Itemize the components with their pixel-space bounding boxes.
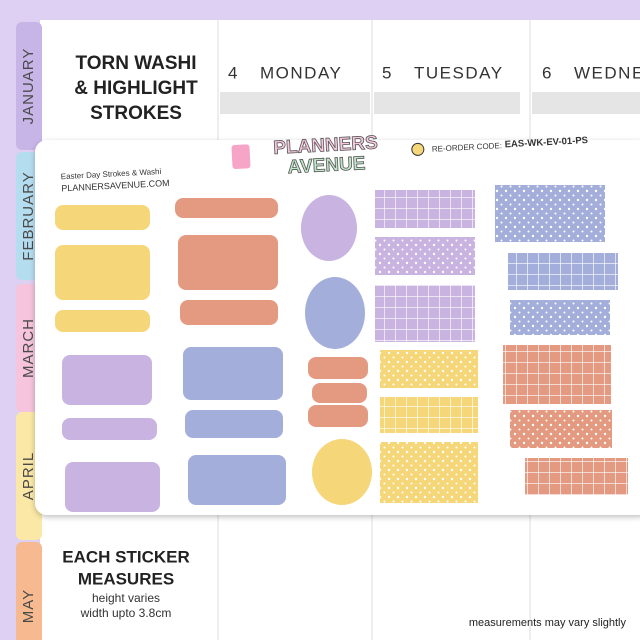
brush-stroke <box>188 455 286 505</box>
month-label: APRIL <box>20 452 37 500</box>
day-number: 6 <box>542 63 553 82</box>
brush-stroke <box>65 462 160 512</box>
month-label: FEBRUARY <box>20 171 37 260</box>
title-line: TORN WASHI <box>75 53 196 74</box>
month-tab <box>16 22 42 150</box>
measures-note: width upto 3.8cm <box>80 606 172 620</box>
logo-line: PLANNERS <box>273 133 378 159</box>
logo-icon <box>231 144 251 169</box>
washi-pattern <box>503 345 611 404</box>
washi-pattern <box>508 253 618 290</box>
brush-stroke <box>183 347 283 400</box>
day-bar <box>220 92 370 114</box>
title-line: STROKES <box>90 103 182 124</box>
washi-pattern <box>525 458 628 495</box>
washi-pattern <box>495 185 605 242</box>
measures-title: MEASURES <box>78 569 174 588</box>
washi-pattern <box>380 397 478 433</box>
brush-stroke <box>62 355 152 405</box>
paint-blob <box>312 439 372 505</box>
brush-stroke <box>308 357 368 379</box>
brush-stroke <box>185 410 283 438</box>
title-line: & HIGHLIGHT <box>74 78 198 99</box>
brush-stroke <box>55 310 150 332</box>
month-label: JANUARY <box>20 48 37 125</box>
brush-stroke <box>55 205 150 230</box>
day-name: TUESDAY <box>414 63 504 82</box>
brush-stroke <box>175 198 278 218</box>
brush-stroke <box>55 245 150 300</box>
brush-stroke <box>62 418 157 440</box>
measures-title: EACH STICKER <box>62 547 190 566</box>
month-label: MAY <box>20 589 37 623</box>
day-name: MONDAY <box>260 63 342 82</box>
washi-pattern <box>510 410 612 448</box>
logo-line: AVENUE <box>287 153 366 178</box>
day-bar <box>532 92 640 114</box>
day-number: 4 <box>228 63 239 82</box>
washi-pattern <box>375 237 475 275</box>
day-bar <box>374 92 520 114</box>
brush-stroke <box>178 235 278 290</box>
paint-blob <box>305 277 365 349</box>
month-tab <box>16 542 42 640</box>
washi-pattern <box>380 442 478 503</box>
reorder-code: EAS-WK-EV-01-PS <box>504 135 588 150</box>
washi-pattern <box>510 300 610 335</box>
washi-pattern <box>375 285 475 342</box>
washi-pattern <box>375 190 475 228</box>
day-name: WEDNE <box>574 63 640 82</box>
measures-note: height varies <box>92 591 160 605</box>
brush-stroke <box>312 383 367 403</box>
bee-icon <box>411 142 425 156</box>
day-number: 5 <box>382 63 393 82</box>
month-label: MARCH <box>20 318 37 378</box>
washi-pattern <box>380 350 478 388</box>
brush-stroke <box>180 300 278 325</box>
reorder-label: RE-ORDER CODE: <box>432 141 503 154</box>
brush-stroke <box>308 405 368 427</box>
paint-blob <box>301 195 357 261</box>
footer-note: measurements may vary slightly <box>469 617 627 629</box>
